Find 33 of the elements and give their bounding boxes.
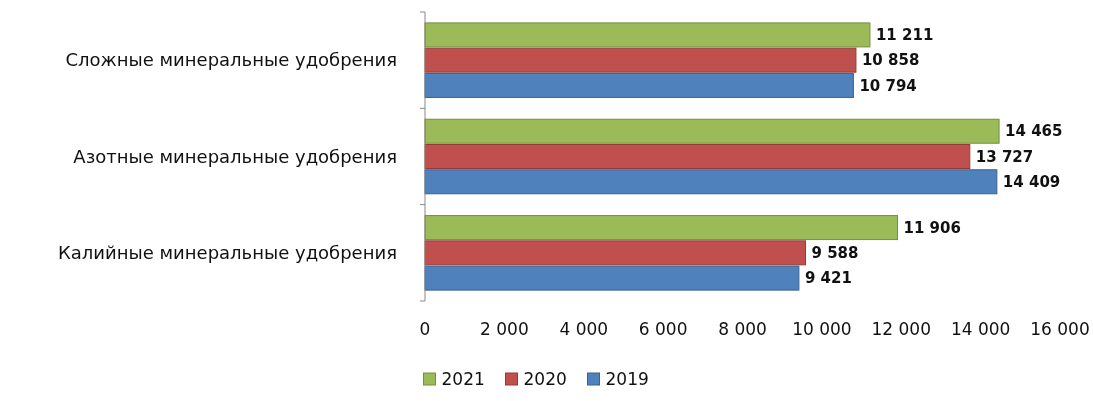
legend-label: 2021 — [441, 368, 485, 389]
data-label: 11 211 — [875, 26, 934, 45]
x-tick-label: 16 000 — [1030, 319, 1090, 339]
x-tick-label: 0 — [419, 319, 431, 339]
bar — [424, 215, 899, 241]
legend-label: 2019 — [605, 368, 649, 389]
x-tick-label: 14 000 — [950, 319, 1011, 339]
bar — [424, 47, 857, 73]
y-tick-label: Калийные минеральные удобрения — [58, 242, 397, 264]
y-tick-label: Сложные минеральные удобрения — [65, 49, 397, 71]
x-tick-label: 10 000 — [792, 319, 852, 339]
x-tick-label: 6 000 — [638, 319, 688, 339]
data-label: 11 906 — [903, 218, 961, 237]
legend-label: 2020 — [523, 368, 567, 389]
bar — [424, 265, 800, 291]
data-label: 14 465 — [1005, 122, 1063, 141]
data-label: 14 409 — [1002, 173, 1061, 192]
y-tick-label: Азотные минеральные удобрения — [73, 145, 397, 167]
bar — [424, 22, 871, 48]
data-label: 10 858 — [861, 51, 920, 70]
x-tick-label: 12 000 — [871, 319, 931, 339]
x-tick-label: 8 000 — [718, 319, 767, 339]
bar — [424, 118, 1000, 144]
bar — [424, 169, 998, 195]
x-tick-label: 2 000 — [480, 319, 529, 339]
bar — [424, 240, 807, 266]
x-tick-label: 4 000 — [559, 319, 609, 339]
bar — [424, 144, 971, 169]
bar — [424, 72, 854, 98]
data-label: 9 588 — [811, 244, 859, 263]
data-label: 9 421 — [804, 269, 852, 288]
data-label: 10 794 — [859, 76, 917, 95]
data-label: 13 727 — [975, 147, 1034, 166]
